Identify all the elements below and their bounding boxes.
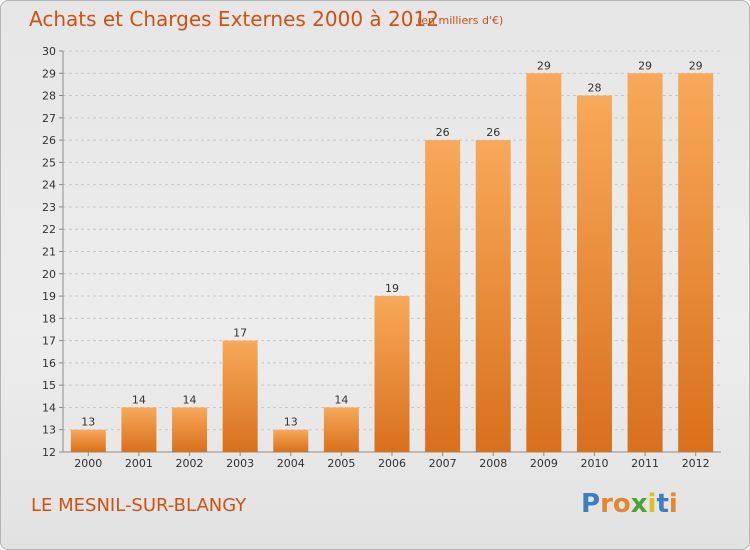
commune-name: LE MESNIL-SUR-BLANGY (31, 495, 247, 516)
bar (576, 95, 612, 453)
y-tick-label: 18 (42, 312, 56, 325)
bar (121, 407, 157, 452)
y-tick-label: 29 (42, 67, 56, 80)
bar (172, 407, 208, 452)
y-tick-label: 30 (42, 45, 56, 58)
bar (678, 73, 714, 453)
data-label: 29 (638, 59, 652, 72)
bar (273, 429, 309, 452)
x-tick-label: 2004 (277, 457, 305, 470)
y-tick-label: 15 (42, 379, 56, 392)
y-tick-label: 19 (42, 290, 56, 303)
bar (323, 407, 359, 452)
bar (627, 73, 663, 453)
y-tick-label: 20 (42, 268, 56, 281)
bar (425, 140, 461, 452)
x-tick-label: 2010 (580, 457, 608, 470)
y-tick-label: 22 (42, 223, 56, 236)
logo-letter: i (668, 489, 678, 519)
data-label: 14 (132, 393, 146, 406)
bar (374, 296, 410, 452)
y-tick-label: 13 (42, 424, 56, 437)
bar (70, 429, 106, 452)
logo-letter: o (612, 489, 631, 519)
x-tick-label: 2000 (74, 457, 102, 470)
data-label: 28 (587, 82, 601, 95)
data-label: 14 (334, 393, 348, 406)
chart-subtitle: (en milliers d'€) (417, 14, 504, 27)
data-label: 14 (183, 393, 197, 406)
y-tick-label: 12 (42, 446, 56, 459)
x-tick-label: 2009 (530, 457, 558, 470)
y-tick-label: 16 (42, 357, 56, 370)
y-tick-label: 25 (42, 156, 56, 169)
x-tick-label: 2006 (378, 457, 406, 470)
chart-title: Achats et Charges Externes 2000 à 2012 (29, 7, 439, 31)
data-label: 13 (284, 416, 298, 429)
y-tick-label: 24 (42, 179, 56, 192)
data-label: 26 (486, 126, 500, 139)
y-tick-label: 27 (42, 112, 56, 125)
x-tick-label: 2005 (327, 457, 355, 470)
logo-letter: x (630, 489, 648, 519)
bar (526, 73, 562, 453)
proxiti-logo: Proxiti (581, 489, 678, 519)
y-tick-label: 23 (42, 201, 56, 214)
bar (222, 340, 258, 452)
y-tick-label: 14 (42, 401, 56, 414)
data-label: 29 (537, 59, 551, 72)
x-tick-label: 2008 (479, 457, 507, 470)
x-tick-label: 2007 (429, 457, 457, 470)
data-label: 17 (233, 327, 247, 340)
x-tick-label: 2002 (176, 457, 204, 470)
logo-letter: P (581, 489, 601, 519)
y-tick-label: 17 (42, 335, 56, 348)
logo-letter: r (600, 489, 613, 519)
logo-letter: t (656, 489, 669, 519)
y-tick-label: 28 (42, 90, 56, 103)
data-label: 19 (385, 282, 399, 295)
y-tick-label: 26 (42, 134, 56, 147)
data-label: 29 (689, 59, 703, 72)
y-tick-label: 21 (42, 246, 56, 259)
x-tick-label: 2012 (682, 457, 710, 470)
x-tick-label: 2011 (631, 457, 659, 470)
data-label: 13 (81, 416, 95, 429)
data-label: 26 (436, 126, 450, 139)
bar (475, 140, 511, 452)
x-tick-label: 2003 (226, 457, 254, 470)
x-tick-label: 2001 (125, 457, 153, 470)
logo-letter: i (647, 489, 657, 519)
